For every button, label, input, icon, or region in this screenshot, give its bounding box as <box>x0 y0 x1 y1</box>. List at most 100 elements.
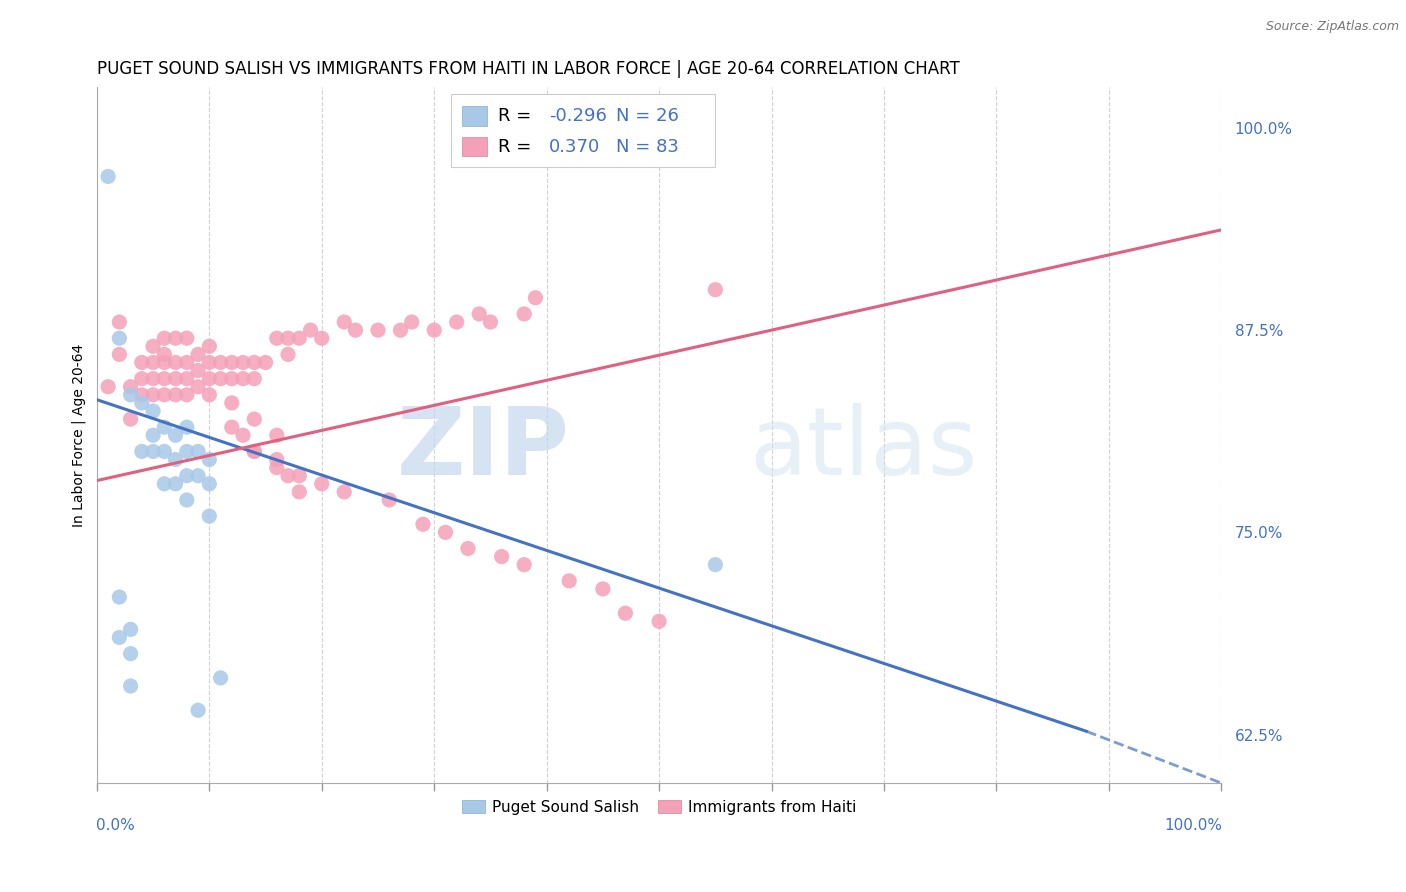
Point <box>153 476 176 491</box>
Point <box>165 331 187 345</box>
Point <box>221 372 243 386</box>
Point <box>243 444 266 458</box>
Point <box>120 380 142 394</box>
Point <box>97 380 120 394</box>
Point <box>142 388 165 402</box>
Point <box>187 380 209 394</box>
Text: R =: R = <box>498 107 531 125</box>
Point <box>142 444 165 458</box>
Point <box>142 339 165 353</box>
Text: Source: ZipAtlas.com: Source: ZipAtlas.com <box>1265 20 1399 33</box>
Point <box>592 582 614 596</box>
Point <box>513 307 536 321</box>
Point <box>120 412 142 426</box>
Point <box>176 372 198 386</box>
Point <box>176 468 198 483</box>
Point <box>176 388 198 402</box>
Point <box>97 169 120 184</box>
Point <box>491 549 513 564</box>
Point <box>412 517 434 532</box>
Point <box>221 420 243 434</box>
Point <box>558 574 581 588</box>
Point <box>704 558 727 572</box>
Point <box>131 444 153 458</box>
Point <box>142 372 165 386</box>
Point <box>153 347 176 361</box>
Point <box>176 331 198 345</box>
Point <box>131 372 153 386</box>
Point <box>120 647 142 661</box>
Point <box>232 372 254 386</box>
Point <box>277 347 299 361</box>
Text: N = 26: N = 26 <box>616 107 679 125</box>
Point <box>389 323 412 337</box>
Point <box>434 525 457 540</box>
Point <box>187 444 209 458</box>
Point <box>120 679 142 693</box>
Point <box>108 315 131 329</box>
Point <box>221 396 243 410</box>
Point <box>108 347 131 361</box>
FancyBboxPatch shape <box>451 95 716 168</box>
Point <box>243 355 266 369</box>
Point <box>198 372 221 386</box>
Point <box>266 460 288 475</box>
Point <box>288 484 311 499</box>
Point <box>378 493 401 508</box>
Point <box>120 623 142 637</box>
Text: 0.370: 0.370 <box>548 137 600 155</box>
Point <box>243 412 266 426</box>
Text: N = 83: N = 83 <box>616 137 679 155</box>
Point <box>344 323 367 337</box>
Text: atlas: atlas <box>749 403 977 495</box>
Point <box>457 541 479 556</box>
Point <box>311 476 333 491</box>
Point <box>142 404 165 418</box>
Point <box>165 388 187 402</box>
Point <box>524 291 547 305</box>
Point <box>209 372 232 386</box>
Point <box>187 363 209 377</box>
Point <box>153 372 176 386</box>
Point <box>165 476 187 491</box>
Point <box>423 323 446 337</box>
Point <box>198 452 221 467</box>
Point <box>254 355 277 369</box>
Point <box>108 331 131 345</box>
Point <box>176 493 198 508</box>
Point <box>108 590 131 604</box>
Point <box>187 347 209 361</box>
Point <box>243 372 266 386</box>
Point <box>513 558 536 572</box>
Point <box>187 468 209 483</box>
Point <box>131 355 153 369</box>
Point <box>176 355 198 369</box>
Point <box>120 388 142 402</box>
Text: R =: R = <box>498 137 531 155</box>
Text: 100.0%: 100.0% <box>1164 818 1222 833</box>
Point <box>299 323 322 337</box>
Text: ZIP: ZIP <box>396 403 569 495</box>
Point <box>176 444 198 458</box>
Point <box>108 631 131 645</box>
Point <box>288 331 311 345</box>
Point <box>131 396 153 410</box>
Point <box>232 428 254 442</box>
Point <box>153 355 176 369</box>
Point <box>187 703 209 717</box>
Point <box>266 452 288 467</box>
Point <box>198 355 221 369</box>
Point <box>198 509 221 524</box>
Point <box>266 428 288 442</box>
Point <box>176 420 198 434</box>
Point <box>153 331 176 345</box>
Point <box>468 307 491 321</box>
Point <box>153 420 176 434</box>
FancyBboxPatch shape <box>463 106 486 126</box>
Point <box>367 323 389 337</box>
Point <box>165 372 187 386</box>
Point <box>333 315 356 329</box>
Point <box>277 331 299 345</box>
FancyBboxPatch shape <box>463 136 486 156</box>
Point <box>401 315 423 329</box>
